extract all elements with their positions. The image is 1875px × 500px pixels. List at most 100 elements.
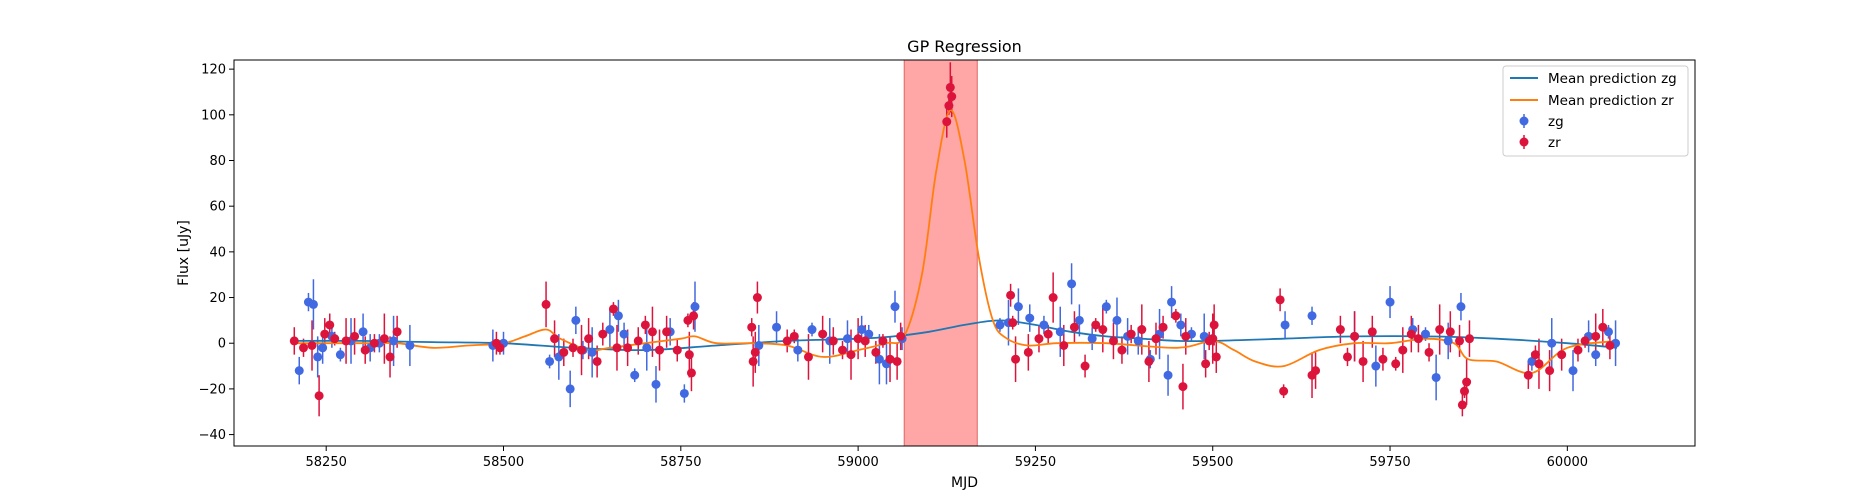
zr-point xyxy=(1034,334,1044,344)
zr-point xyxy=(350,331,360,341)
zr-point xyxy=(1043,329,1053,339)
zr-point xyxy=(1462,377,1472,387)
zr-point xyxy=(577,345,587,355)
zg-point xyxy=(630,370,640,380)
zr-point xyxy=(655,345,665,355)
chart-title: GP Regression xyxy=(907,37,1022,56)
zr-point xyxy=(1137,325,1147,335)
zr-point xyxy=(314,391,324,401)
zg-point xyxy=(1133,336,1143,346)
y-tick-label: 120 xyxy=(201,63,226,78)
mean-prediction-zr-line xyxy=(290,109,1618,375)
legend: Mean prediction zg Mean prediction zr zg… xyxy=(1502,65,1689,157)
zr-point xyxy=(1534,359,1544,369)
zr-point xyxy=(1605,341,1615,351)
legend-label-zr-line: Mean prediction zr xyxy=(1548,93,1674,109)
zg-point xyxy=(1307,311,1317,321)
zr-point xyxy=(686,368,696,378)
zg-point xyxy=(587,347,597,357)
zr-point xyxy=(1158,322,1168,332)
zr-point xyxy=(1209,320,1219,330)
legend-marker xyxy=(1519,137,1529,147)
zr-point xyxy=(1591,331,1601,341)
zr-point xyxy=(1126,329,1136,339)
zr-point xyxy=(684,350,694,360)
zr-point xyxy=(750,347,760,357)
zr-point xyxy=(1391,359,1401,369)
zg-point xyxy=(318,343,328,353)
zr-point xyxy=(640,320,650,330)
zr-point xyxy=(1598,322,1608,332)
zg-point xyxy=(619,329,629,339)
zr-point xyxy=(633,336,643,346)
legend-swatch-zg-points xyxy=(1519,114,1529,128)
zg-point xyxy=(308,299,318,309)
zg-point xyxy=(679,388,689,398)
zg-point xyxy=(1431,372,1441,382)
legend-marker xyxy=(1519,116,1529,126)
zr-point xyxy=(945,82,955,92)
zr-point xyxy=(1023,347,1033,357)
zg-point xyxy=(1087,334,1097,344)
zg-point xyxy=(294,366,304,376)
zr-point xyxy=(1530,350,1540,360)
zg-point xyxy=(1527,356,1537,366)
zr-point xyxy=(1151,334,1161,344)
zg-point xyxy=(1176,320,1186,330)
zr-point xyxy=(878,336,888,346)
zg-point xyxy=(1112,315,1122,325)
zr-point xyxy=(896,331,906,341)
zg-point xyxy=(793,345,803,355)
zg-point xyxy=(874,354,884,364)
zr-point xyxy=(892,356,902,366)
zr-point xyxy=(1144,356,1154,366)
zr-point xyxy=(1211,352,1221,362)
zr-point xyxy=(1091,320,1101,330)
zg-point xyxy=(313,352,323,362)
zg-point xyxy=(1443,336,1453,346)
zg-point xyxy=(642,343,652,353)
zg-point xyxy=(807,325,817,335)
zr-point xyxy=(689,311,699,321)
zr-point xyxy=(320,329,330,339)
zr-point xyxy=(838,345,848,355)
y-tick-label: 40 xyxy=(209,245,226,260)
zr-point xyxy=(747,322,757,332)
zr-point xyxy=(1108,336,1118,346)
zg-point xyxy=(1456,302,1466,312)
zr-point xyxy=(1048,293,1058,303)
y-axis-label: Flux [uJy] xyxy=(176,220,192,286)
zr-point xyxy=(541,299,551,309)
zr-point xyxy=(1178,382,1188,392)
zg-point xyxy=(857,325,867,335)
zr-point xyxy=(550,334,560,344)
zr-point xyxy=(1378,354,1388,364)
zg-point xyxy=(690,302,700,312)
zg-point xyxy=(545,356,555,366)
zr-point xyxy=(1311,366,1321,376)
zr-point xyxy=(1460,386,1470,396)
zg-point xyxy=(1163,370,1173,380)
zr-point xyxy=(1435,325,1445,335)
zr-point xyxy=(828,336,838,346)
zr-point xyxy=(853,334,863,344)
zr-point xyxy=(1350,331,1360,341)
x-tick-label: 59500 xyxy=(1192,455,1233,470)
zr-point xyxy=(947,92,957,102)
zr-point xyxy=(1279,386,1289,396)
zr-point xyxy=(1424,347,1434,357)
zr-point xyxy=(1069,322,1079,332)
zg-point xyxy=(995,320,1005,330)
plot-frame xyxy=(233,59,1696,447)
zg-point xyxy=(605,325,615,335)
zr-point xyxy=(1413,334,1423,344)
zr-point xyxy=(1181,331,1191,341)
zr-point xyxy=(392,327,402,337)
zr-point xyxy=(1171,311,1181,321)
zr-point xyxy=(782,336,792,346)
zg-point xyxy=(1039,320,1049,330)
zg-point xyxy=(1167,297,1177,307)
zr-point xyxy=(1011,354,1021,364)
zr-point xyxy=(325,320,335,330)
